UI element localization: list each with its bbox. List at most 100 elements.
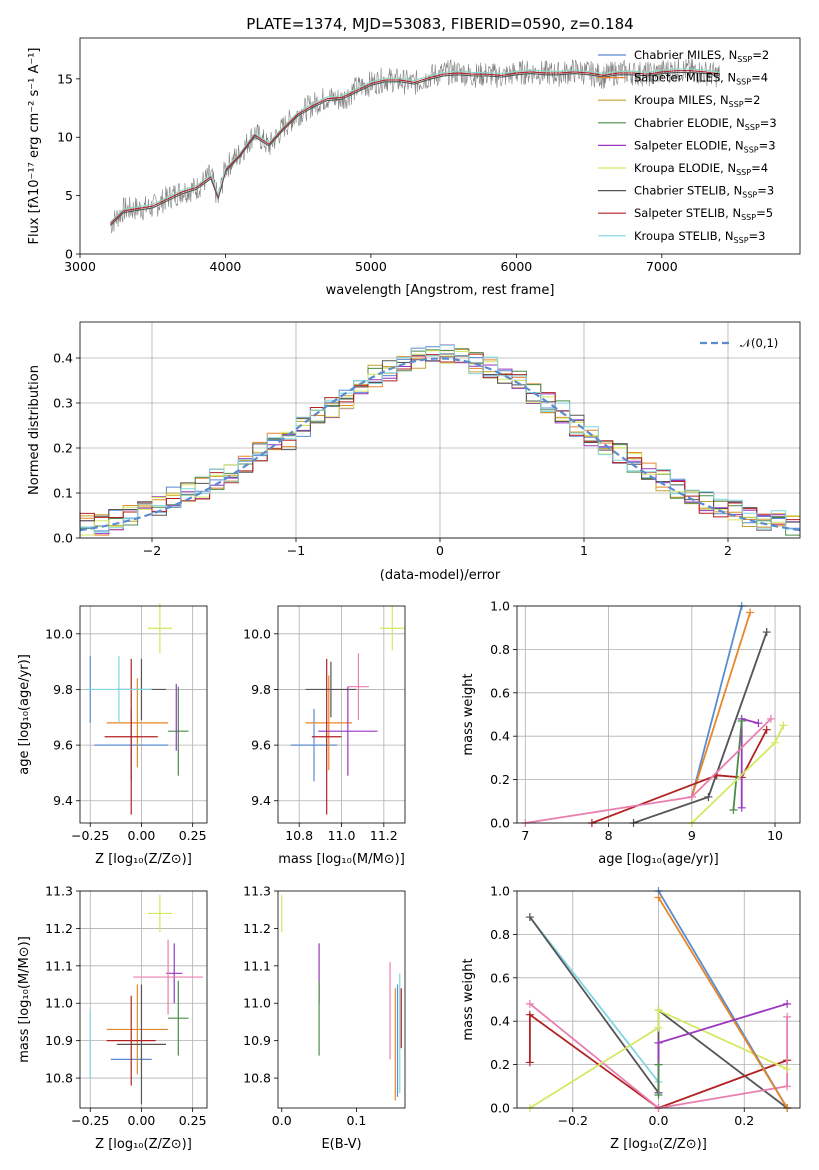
legend-entry: Kroupa ELODIE, NSSP=4 [634, 161, 768, 177]
weight-vs-Z-ylabel: mass weight [461, 958, 476, 1040]
weight-marker [746, 608, 755, 617]
weight-marker [766, 714, 775, 723]
weight-vs-age-ytick-label: 0.2 [490, 772, 510, 787]
legend-entry: Salpeter STELIB, NSSP=5 [634, 206, 773, 222]
weight-vs-age-xtick-label: 9 [688, 828, 696, 843]
age-vs-Z-ylabel: age [log₁₀(age/yr)] [17, 654, 32, 775]
gaussian-curve [79, 357, 801, 532]
weight-marker [783, 1064, 792, 1073]
residual-ytick-label: 0.2 [53, 441, 73, 456]
weight-vs-Z-ytick-label: 1.0 [490, 884, 510, 899]
weight-marker [737, 803, 746, 812]
weight-marker [525, 1058, 534, 1067]
weight-line [633, 631, 768, 824]
mass-vs-EBV-ytick-label: 11.1 [243, 958, 271, 973]
weight-marker [687, 792, 696, 801]
spectrum-legend: Chabrier MILES, NSSP=2 Salpeter MILES, NS… [598, 48, 777, 245]
weight-line [529, 1003, 788, 1109]
weight-line [657, 897, 788, 1109]
age-vs-mass-ytick-label: 9.4 [251, 793, 271, 808]
spectrum-model-line [110, 68, 721, 223]
weight-vs-Z-ytick-label: 0.0 [490, 1101, 510, 1116]
legend-entry: Chabrier MILES, NSSP=2 [634, 48, 769, 64]
mass-vs-EBV-ytick-label: 11.2 [243, 921, 271, 936]
residual-grid: −2 −1 0 1 2 0.0 0.1 0.2 0.3 0.4 [53, 322, 800, 558]
mass-vs-EBV-xtick-label: 0.1 [346, 1113, 366, 1128]
spectrum-ytick-label: 0 [65, 247, 73, 262]
legend-entry: Salpeter ELODIE, NSSP=3 [634, 138, 776, 154]
legend-entry: Salpeter MILES, NSSP=4 [634, 71, 768, 87]
weight-vs-Z-ytick-label: 0.8 [490, 927, 510, 942]
residual-ytick-label: 0.4 [53, 351, 73, 366]
weight-vs-Z-ytick-label: 0.6 [490, 970, 510, 985]
age-vs-mass-xtick-label: 11.2 [370, 828, 398, 843]
spectrum-ylabel: Flux [fλ10⁻¹⁷ erg cm⁻² s⁻¹ A⁻¹] [27, 48, 42, 245]
spectrum-xtick-label: 3000 [64, 259, 96, 274]
age-vs-mass-ytick-label: 9.8 [251, 682, 271, 697]
age-vs-mass-panel: 10.8 11.0 11.2 9.4 9.6 9.8 10.0 mass [log₁₀(M/M… [243, 605, 406, 867]
weight-vs-age-panel: 7 8 9 10 0.0 0.2 0.4 0.6 0.8 1.0 age [log₁₀(age/yr… [461, 599, 801, 867]
spectrum-y-ticks: 0 5 10 15 [57, 71, 80, 262]
age-vs-Z-xlabel: Z [log₁₀(Z/Z⊙)] [95, 852, 192, 867]
residual-xlabel: (data-model)/error [380, 568, 501, 583]
weight-vs-Z-xtick-label: 0.2 [734, 1113, 754, 1128]
age-vs-Z-xtick-label: 0.25 [179, 828, 207, 843]
weight-marker [762, 725, 771, 734]
age-vs-Z-ytick-label: 10.0 [45, 626, 73, 641]
residual-panel: −2 −1 0 1 2 0.0 0.1 0.2 0.3 0.4 (data-model)/erro… [27, 321, 801, 583]
weight-vs-age-ytick-label: 0.8 [490, 642, 510, 657]
weight-line [732, 720, 743, 811]
weight-vs-age-ylabel: mass weight [461, 673, 476, 755]
weight-vs-age-xtick-label: 8 [605, 828, 613, 843]
weight-marker [783, 1082, 792, 1091]
spectrum-panel: 3000 4000 5000 6000 7000 0 5 10 15 wavelength [… [27, 37, 801, 298]
weight-vs-age-xtick-label: 10 [767, 828, 783, 843]
residual-xtick-label: 1 [580, 543, 588, 558]
weight-vs-age-ytick-label: 0.4 [490, 729, 510, 744]
age-vs-mass-ytick-label: 10.0 [243, 626, 271, 641]
weight-vs-age-ytick-label: 0.0 [490, 816, 510, 831]
weight-marker [654, 1060, 663, 1069]
weight-line [529, 1009, 788, 1109]
weight-line [591, 729, 768, 824]
mass-vs-Z-xlabel: Z [log₁₀(Z/Z⊙)] [95, 1137, 192, 1152]
residual-legend-label: 𝒩(0,1) [740, 336, 778, 350]
figure-title: PLATE=1374, MJD=53083, FIBERID=0590, z=0… [246, 15, 633, 33]
spectrum-model-line [110, 71, 721, 226]
weight-vs-age-xlabel: age [log₁₀(age/yr)] [598, 852, 719, 867]
weight-marker [783, 999, 792, 1008]
residual-histogram [79, 344, 800, 538]
mass-vs-extinction-panel: 0.0 0.1 10.8 10.9 11.0 11.1 11.2 11.3 E(B-V) [243, 884, 406, 1152]
weight-marker [737, 717, 746, 726]
mass-vs-EBV-ytick-label: 11.3 [243, 884, 271, 899]
weight-marker [654, 1006, 663, 1015]
spectrum-model-line [110, 71, 721, 226]
weight-line [690, 605, 743, 798]
residual-histogram [79, 353, 800, 538]
weight-marker [525, 999, 534, 1008]
age-vs-Z-ytick-label: 9.4 [53, 793, 73, 808]
residual-plot-area [79, 344, 801, 538]
weight-vs-age-xtick-label: 7 [521, 828, 529, 843]
residual-xtick-label: −1 [287, 543, 305, 558]
weight-vs-age-ytick-label: 0.6 [490, 685, 510, 700]
age-vs-Z-xtick-label: −0.25 [71, 828, 109, 843]
mass-vs-Z-xtick-label: 0.00 [128, 1113, 156, 1128]
weight-marker [525, 913, 534, 922]
weight-vs-Z-ytick-label: 0.2 [490, 1057, 510, 1072]
weight-vs-metallicity-panel: −0.2 0.0 0.2 0.0 0.2 0.4 0.6 0.8 1.0 Z [log₁₀(Z/Z… [461, 884, 801, 1152]
age-vs-mass-xtick-label: 10.8 [285, 828, 313, 843]
residual-ytick-label: 0.0 [53, 531, 73, 546]
spectrum-model-line [110, 71, 721, 226]
weight-marker [654, 1023, 663, 1032]
spectrum-xtick-label: 6000 [500, 259, 532, 274]
mass-vs-Z-ytick-label: 11.2 [45, 921, 73, 936]
weight-vs-Z-ytick-label: 0.4 [490, 1014, 510, 1029]
legend-entry: Chabrier ELODIE, NSSP=3 [634, 116, 777, 132]
mass-vs-EBV-xlabel: E(B-V) [321, 1137, 361, 1152]
age-vs-Z-ytick-label: 9.8 [53, 682, 73, 697]
age-vs-mass-xlabel: mass [log₁₀(M/M⊙)] [278, 852, 405, 867]
mass-vs-metallicity-panel: −0.25 0.00 0.25 10.8 10.9 11.0 11.1 11.2 11.3 Z [… [17, 884, 208, 1152]
weight-marker [779, 721, 788, 730]
weight-vs-Z-xlabel: Z [log₁₀(Z/Z⊙)] [610, 1137, 707, 1152]
